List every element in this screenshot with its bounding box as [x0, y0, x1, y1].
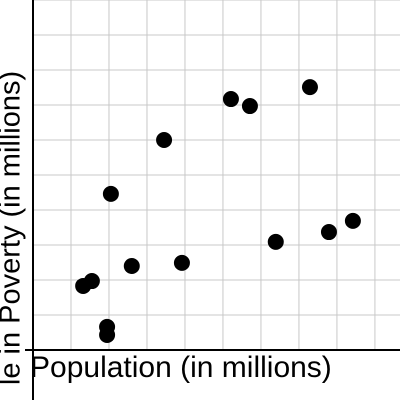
- point: [241, 98, 258, 115]
- point: [320, 224, 337, 241]
- point: [173, 254, 190, 271]
- x-axis-label: Population (in millions): [30, 351, 332, 384]
- point: [102, 185, 119, 202]
- y-axis-label: le in Poverty (in millions): [0, 71, 27, 385]
- point: [222, 91, 239, 108]
- point: [123, 258, 140, 274]
- point: [267, 233, 284, 250]
- point: [99, 326, 116, 343]
- point: [83, 273, 100, 290]
- point: [344, 212, 361, 229]
- point: [301, 79, 318, 96]
- point: [156, 132, 173, 148]
